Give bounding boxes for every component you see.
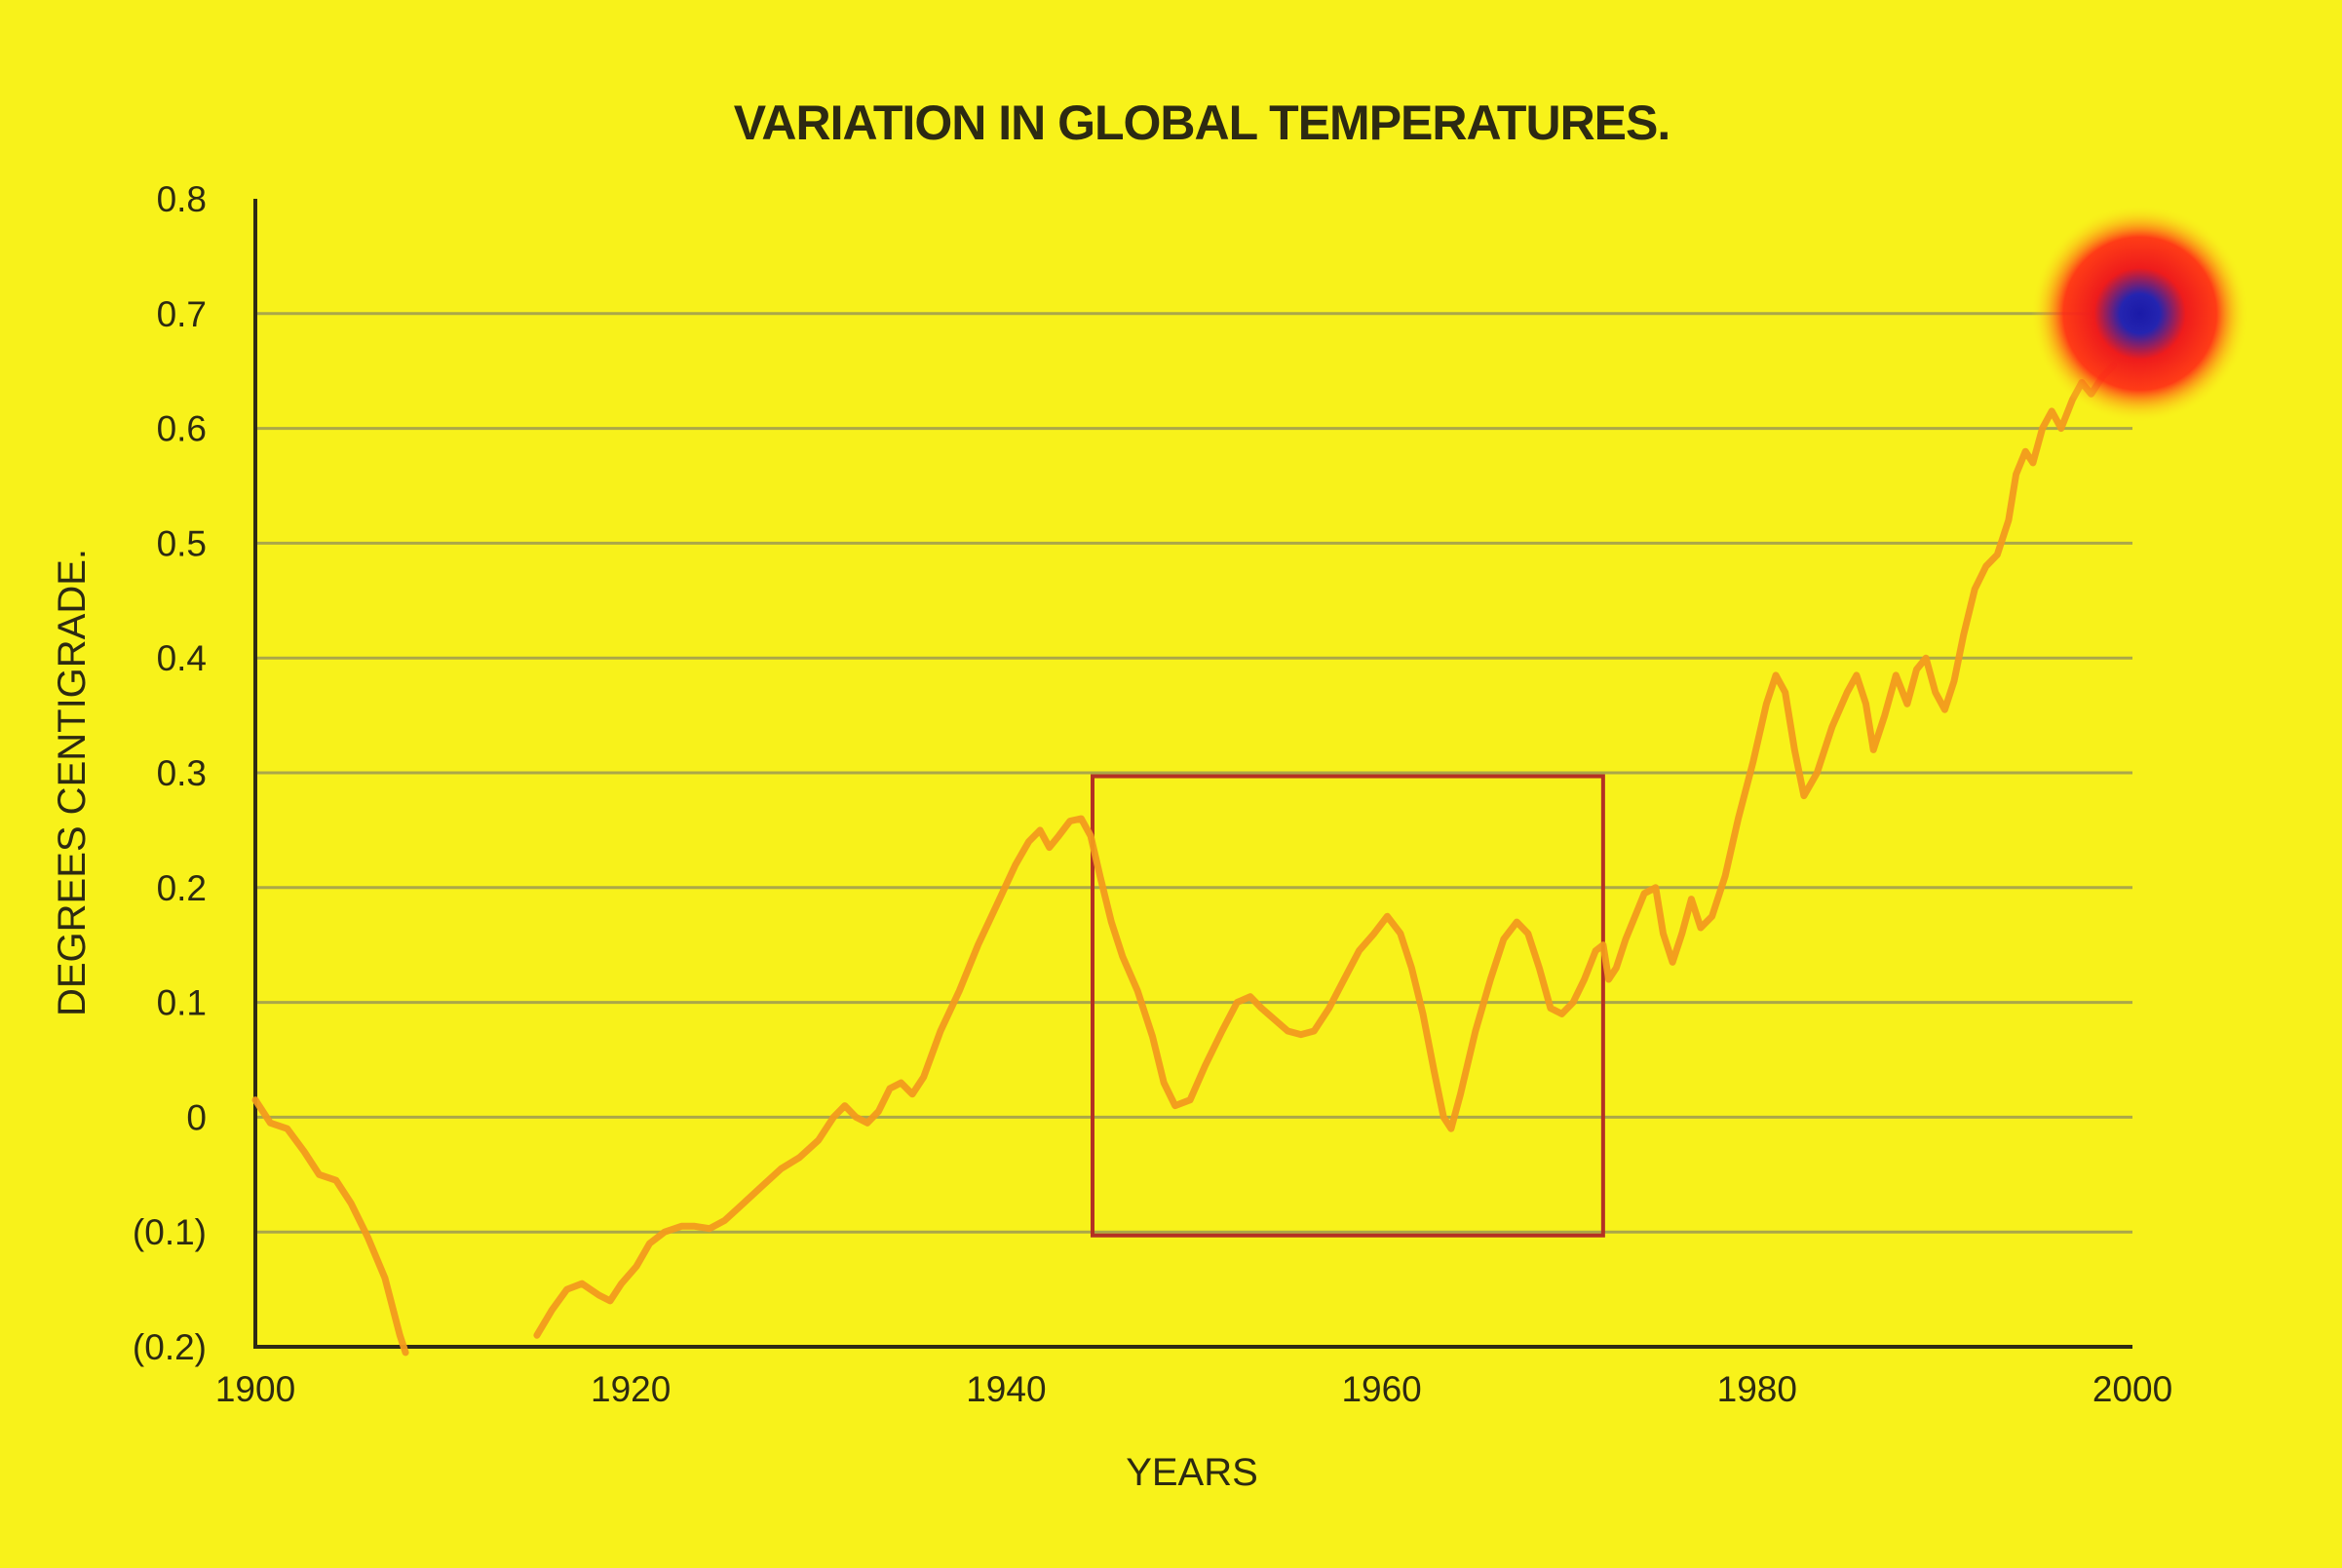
y-tick-label: (0.2) [133,1327,207,1367]
x-tick-label: 1980 [1717,1369,1797,1409]
y-axis-ticks: 0.8 0.7 0.6 0.5 0.4 0.3 0.2 0.1 0 (0.1) (0.2) [133,179,207,1367]
series-layer [251,362,2118,1357]
y-axis-label: DEGREES CENTIGRADE. [51,549,94,1016]
temperature-series-line [533,362,2118,1339]
x-tick-label: 1960 [1341,1369,1421,1409]
chart-title: VARIATION IN GLOBAL TEMPERATURES. [734,96,1670,150]
x-axis-ticks: 1900 1920 1940 1960 1980 2000 [215,1369,2172,1409]
y-tick-label: 0.4 [157,638,207,678]
y-tick-label: 0.8 [157,179,207,219]
marker-layer [2030,204,2249,423]
x-tick-label: 2000 [2092,1369,2172,1409]
y-tick-label: (0.1) [133,1212,207,1252]
temperature-series-line [251,1096,409,1357]
y-tick-label: 0 [186,1097,207,1137]
x-tick-label: 1940 [966,1369,1046,1409]
y-tick-label: 0.1 [157,983,207,1023]
y-tick-label: 0.6 [157,409,207,449]
y-tick-label: 0.2 [157,868,207,908]
y-tick-label: 0.5 [157,523,207,563]
gridlines [255,312,2132,1234]
x-tick-label: 1900 [215,1369,295,1409]
x-axis-label: YEARS [1126,1451,1258,1494]
x-tick-label: 1920 [591,1369,671,1409]
highlight-box [1090,774,1605,1238]
y-tick-label: 0.3 [157,753,207,793]
annotations [1090,774,1605,1238]
hot-spot-marker [2030,204,2249,423]
y-tick-label: 0.7 [157,294,207,334]
